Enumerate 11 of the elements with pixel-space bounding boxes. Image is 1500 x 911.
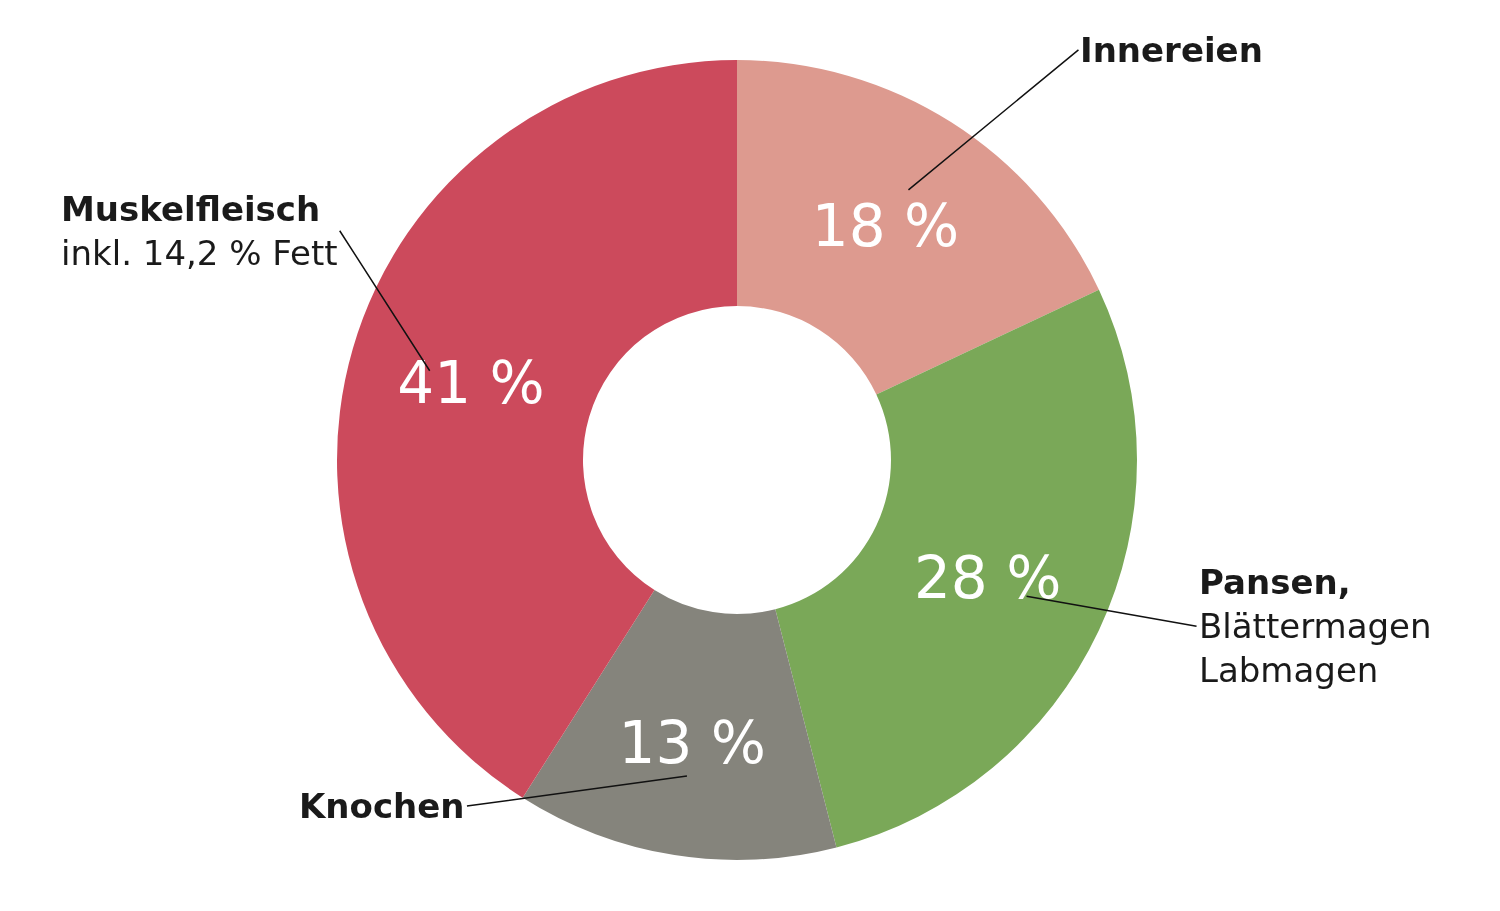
donut-slice — [737, 60, 1099, 395]
donut-slice — [775, 289, 1137, 848]
slice-label: Innereien — [1080, 30, 1263, 70]
data-label: 18 % — [811, 192, 960, 261]
slice-label: Pansen, Blättermagen Labmagen — [1199, 562, 1432, 691]
data-label: 28 % — [913, 543, 1062, 612]
data-label: 41 % — [397, 348, 545, 417]
data-label: 13 % — [618, 708, 766, 777]
slice-label: Knochen — [299, 786, 465, 826]
slice-label: Muskelfleisch inkl. 14,2 % Fett — [61, 189, 338, 274]
donut-slice — [522, 590, 837, 860]
